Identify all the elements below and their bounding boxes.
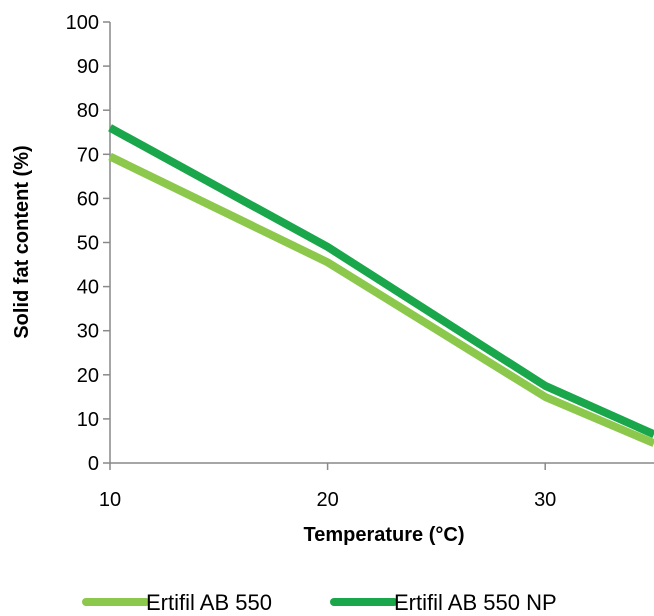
- x-tick-label: 10: [99, 489, 121, 511]
- legend: Ertifil AB 550 Ertifil AB 550 NP: [82, 590, 557, 615]
- y-axis-title: Solid fat content (%): [11, 145, 33, 338]
- series-line-2: [108, 124, 654, 438]
- legend-label: Ertifil AB 550: [146, 590, 272, 615]
- y-tick-label: 70: [77, 144, 99, 166]
- y-tick-label: 0: [88, 453, 99, 475]
- x-tick-label: 20: [316, 489, 338, 511]
- y-tick-label: 100: [66, 12, 99, 34]
- y-tick-label: 50: [77, 233, 99, 255]
- y-tick-label: 80: [77, 100, 99, 122]
- y-tick-label: 60: [77, 188, 99, 210]
- legend-label: Ertifil AB 550 NP: [394, 590, 557, 615]
- y-tick-label: 20: [77, 365, 99, 387]
- y-tick-label: 30: [77, 321, 99, 343]
- x-axis-title: Temperature (°C): [304, 524, 465, 546]
- y-tick-label: 10: [77, 409, 99, 431]
- x-tick-label: 30: [534, 489, 556, 511]
- series-layer: [108, 124, 654, 447]
- y-tick-label: 40: [77, 277, 99, 299]
- series-line-1: [108, 152, 654, 447]
- y-tick-label: 90: [77, 56, 99, 78]
